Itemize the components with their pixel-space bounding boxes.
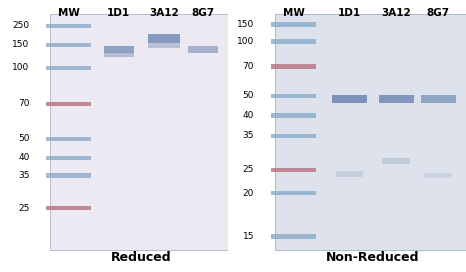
- Bar: [46, 102, 91, 106]
- Bar: [336, 171, 363, 177]
- Text: 35: 35: [242, 131, 254, 141]
- Text: 25: 25: [243, 165, 254, 175]
- Bar: [420, 95, 455, 103]
- Text: 35: 35: [18, 171, 30, 180]
- Text: 20: 20: [243, 188, 254, 198]
- Bar: [50, 14, 228, 250]
- Bar: [188, 46, 218, 53]
- Text: 100: 100: [237, 37, 254, 46]
- Text: 8G7: 8G7: [426, 8, 450, 18]
- Text: 250: 250: [13, 21, 30, 30]
- Bar: [382, 158, 410, 164]
- Text: 3A12: 3A12: [150, 8, 179, 18]
- Text: 25: 25: [18, 203, 30, 213]
- Text: 1D1: 1D1: [107, 8, 130, 18]
- Bar: [46, 43, 91, 47]
- Text: 40: 40: [243, 111, 254, 120]
- Text: MW: MW: [58, 8, 79, 18]
- Bar: [271, 234, 316, 239]
- Bar: [271, 22, 316, 27]
- Bar: [271, 64, 316, 69]
- Bar: [46, 24, 91, 28]
- Bar: [46, 137, 91, 141]
- Bar: [46, 66, 91, 70]
- Bar: [46, 156, 91, 160]
- Text: 100: 100: [13, 63, 30, 73]
- Text: 1D1: 1D1: [338, 8, 361, 18]
- Text: 150: 150: [237, 20, 254, 29]
- Text: MW: MW: [283, 8, 304, 18]
- Text: 150: 150: [13, 40, 30, 50]
- Text: 15: 15: [242, 232, 254, 241]
- Bar: [46, 206, 91, 210]
- Text: 40: 40: [18, 153, 30, 162]
- Bar: [275, 14, 466, 250]
- Bar: [332, 95, 367, 103]
- Bar: [271, 168, 316, 172]
- Text: 8G7: 8G7: [192, 8, 215, 18]
- Bar: [378, 95, 414, 103]
- Text: Non-Reduced: Non-Reduced: [326, 251, 419, 264]
- Bar: [46, 173, 91, 178]
- Bar: [148, 43, 180, 48]
- Text: 50: 50: [18, 134, 30, 143]
- Bar: [271, 39, 316, 44]
- Text: 70: 70: [242, 62, 254, 71]
- Bar: [148, 34, 180, 43]
- Text: 70: 70: [18, 99, 30, 109]
- Text: Reduced: Reduced: [111, 251, 172, 264]
- Text: 50: 50: [242, 91, 254, 100]
- Bar: [104, 52, 134, 57]
- Bar: [271, 134, 316, 138]
- Bar: [271, 113, 316, 118]
- Bar: [271, 94, 316, 98]
- Bar: [424, 173, 452, 178]
- Bar: [271, 191, 316, 195]
- Bar: [104, 46, 134, 53]
- Text: 3A12: 3A12: [381, 8, 411, 18]
